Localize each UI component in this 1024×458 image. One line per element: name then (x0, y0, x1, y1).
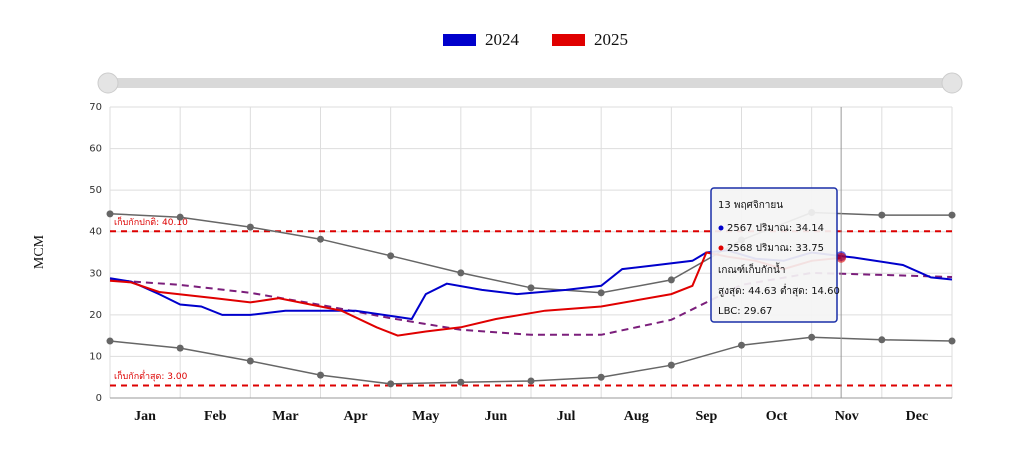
reference-label: เก็บกักปกติ: 40.10 (114, 215, 188, 228)
tooltip-dot (718, 245, 724, 251)
x-tick-label: Dec (906, 409, 929, 424)
x-tick-label: Jul (557, 409, 576, 424)
lower-rule-curve-point (317, 371, 324, 379)
lower-rule-curve-point (878, 336, 886, 344)
tooltip-date: 13 พฤศจิกายน (718, 200, 783, 211)
lower-rule-curve-point (738, 341, 745, 349)
x-tick-label: Aug (624, 409, 649, 424)
y-tick-label: 20 (89, 310, 102, 321)
lower-rule-curve-point (106, 337, 114, 345)
legend-swatch (552, 34, 585, 46)
tooltip-dot (718, 225, 724, 231)
x-tick-label: Jan (134, 409, 156, 424)
upper-rule-curve-point (878, 211, 886, 219)
y-tick-label: 60 (89, 144, 102, 155)
range-slider[interactable] (100, 78, 960, 88)
upper-rule-curve-point (246, 223, 254, 231)
upper-rule-curve-point (317, 235, 324, 243)
upper-rule-curve-point (597, 289, 605, 297)
x-tick-label: Nov (835, 409, 859, 424)
tooltip-rule-range: สูงสุด: 44.63 ต่ำสุด: 14.60 (718, 283, 840, 297)
lower-rule-curve-point (527, 377, 535, 385)
lower-rule-curve-point (667, 361, 675, 369)
y-axis-label: MCM (32, 234, 47, 269)
y-tick-label: 70 (89, 102, 102, 113)
tooltip-line: 2568 ปริมาณ: 33.75 (727, 243, 824, 254)
y-tick-label: 30 (89, 268, 102, 279)
tooltip: 13 พฤศจิกายน 2567 ปริมาณ: 34.14 2568 ปริมา… (710, 187, 840, 323)
legend-label: 2025 (594, 30, 628, 49)
lower-rule-curve-point (808, 333, 816, 341)
legend-label: 2024 (485, 30, 520, 49)
tooltip-box (710, 187, 838, 323)
y-tick-label: 50 (89, 185, 102, 196)
x-tick-label: May (412, 409, 439, 424)
y-tick-label: 10 (89, 351, 102, 362)
lower-rule-curve-point (387, 380, 395, 388)
lower-rule-curve-point (246, 357, 254, 365)
upper-rule-curve-point (387, 252, 395, 260)
upper-rule-curve-point (176, 213, 184, 221)
tooltip-rule-title: เกณฑ์เก็บกักน้ำ (718, 262, 785, 276)
slider-handle[interactable] (941, 72, 963, 94)
y-tick-label: 40 (89, 227, 102, 238)
upper-rule-curve-point (106, 210, 114, 218)
lower-rule-curve-point (457, 378, 465, 386)
tooltip-line: 2567 ปริมาณ: 34.14 (727, 223, 824, 234)
x-tick-label: Sep (696, 409, 718, 424)
lower-rule-curve-point (176, 344, 184, 352)
x-tick-label: Mar (272, 409, 298, 424)
cursor-point (836, 252, 847, 263)
tooltip-lbc: LBC: 29.67 (718, 306, 772, 317)
legend-swatch (443, 34, 476, 46)
upper-rule-curve-point (457, 269, 465, 277)
upper-rule-curve-point (948, 211, 956, 219)
x-tick-label: Apr (344, 409, 368, 424)
reference-label: เก็บกักต่ำสุด: 3.00 (114, 369, 188, 382)
upper-rule-curve-point (667, 276, 675, 284)
lower-rule-curve-point (597, 373, 605, 381)
slider-handle[interactable] (97, 72, 119, 94)
x-tick-label: Feb (204, 409, 227, 424)
y-tick-label: 0 (96, 393, 102, 404)
x-tick-label: Jun (485, 409, 508, 424)
x-tick-label: Oct (766, 409, 788, 424)
lower-rule-curve-point (948, 337, 956, 345)
upper-rule-curve-point (527, 284, 535, 292)
lbc-curve (109, 271, 953, 336)
